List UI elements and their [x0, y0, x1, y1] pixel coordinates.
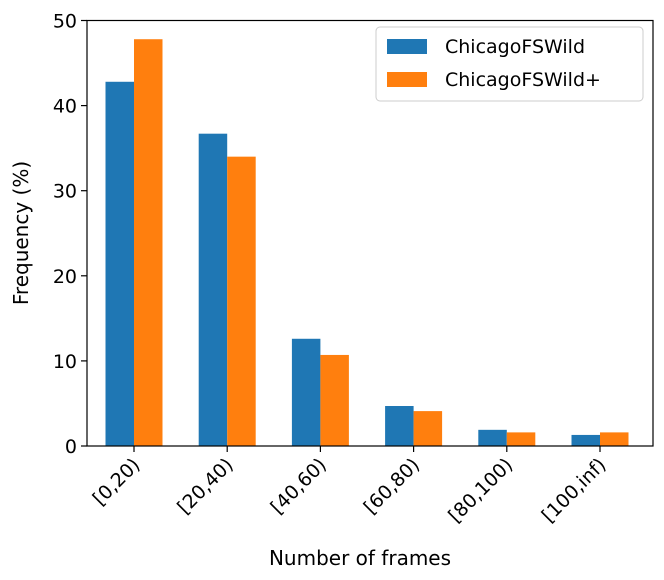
y-tick-label: 40	[53, 96, 77, 118]
x-tick-label: [40,60)	[266, 454, 331, 519]
x-tick-label: [60,80)	[360, 454, 425, 519]
legend-swatch-chicagofswild-plus	[387, 72, 427, 87]
x-axis-label: Number of frames	[269, 546, 451, 570]
y-tick-label: 30	[53, 181, 77, 203]
legend-label-chicagofswild: ChicagoFSWild	[445, 36, 585, 58]
bars-layer	[105, 39, 629, 447]
bar-chicagofswild-4	[478, 429, 507, 446]
bar-chicagofswild-plus-3	[413, 411, 443, 446]
bar-chicagofswild-5	[571, 434, 600, 446]
bar-chicagofswild-plus-2	[320, 354, 349, 446]
bar-chicagofswild-2	[291, 338, 321, 446]
legend-box	[375, 26, 644, 102]
legend-swatch-chicagofswild	[387, 39, 427, 54]
bar-chicagofswild-1	[198, 133, 228, 447]
y-tick-label: 50	[53, 11, 77, 33]
x-tick-label: [20,40)	[173, 454, 238, 519]
legend: ChicagoFSWild ChicagoFSWild+	[375, 26, 644, 102]
bar-chicagofswild-plus-4	[506, 432, 536, 446]
bar-chicagofswild-plus-5	[600, 432, 629, 446]
y-axis-label: Frequency (%)	[9, 161, 33, 305]
y-tick-label: 20	[53, 266, 77, 288]
x-tick-label: [80,100)	[444, 454, 517, 527]
bar-chicagofswild-plus-0	[134, 39, 163, 447]
x-tick-label: [100,inf)	[538, 454, 611, 527]
y-tick-label: 10	[53, 351, 77, 373]
x-tick-label: [0,20)	[89, 454, 145, 510]
bar-chicagofswild-0	[105, 81, 134, 446]
bar-chicagofswild-3	[385, 406, 414, 446]
y-axis: 0 10 20 30 40 50	[53, 11, 87, 458]
bar-chicagofswild-plus-1	[227, 156, 256, 446]
x-axis: [0,20) [20,40) [40,60) [60,80) [80,100) [100,…	[89, 446, 611, 527]
y-tick-label: 0	[65, 436, 77, 458]
legend-label-chicagofswild-plus: ChicagoFSWild+	[445, 69, 601, 91]
plot-frame	[86, 19, 654, 447]
